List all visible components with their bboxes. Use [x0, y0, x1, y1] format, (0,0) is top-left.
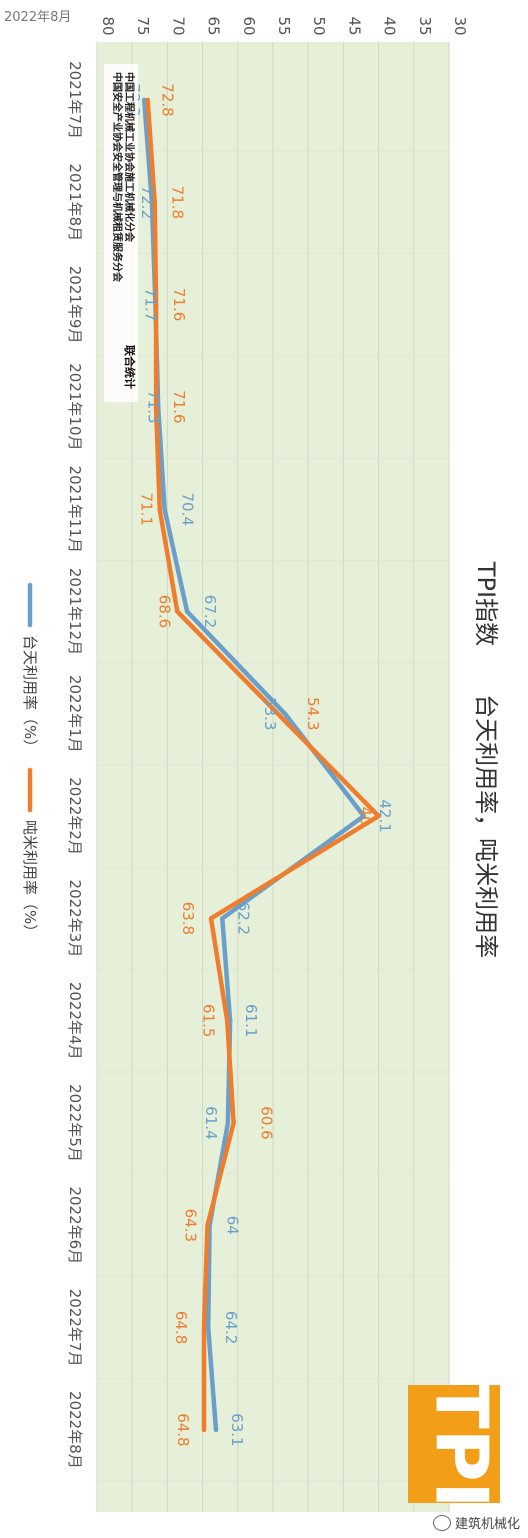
value-tick-label: 80 [99, 16, 117, 35]
source-note-suffix: 联合统计 [123, 345, 137, 389]
source-note-line: 中国安全产业协会安全管理与机械租赁服务分会 [111, 72, 124, 282]
series-point [213, 1427, 219, 1433]
data-label: 64.8 [174, 1413, 192, 1446]
value-tick-label: 70 [169, 16, 187, 35]
category-tick-label: 2021年10月 [66, 363, 84, 450]
data-label: 71.3 [144, 390, 162, 423]
series-point [220, 916, 225, 921]
logo-background [408, 1385, 500, 1503]
watermark-text: 建筑机械化 [454, 1517, 520, 1532]
data-label: 68.6 [155, 595, 173, 628]
series-point [145, 97, 150, 103]
data-label: 64 [224, 1216, 242, 1235]
category-tick-label: 2021年9月 [66, 266, 84, 344]
data-label: 71.7 [141, 288, 159, 321]
chart-title: TPI指数 台天利用率，吨米利用率 [472, 561, 500, 958]
data-label: 61.5 [199, 1004, 217, 1037]
category-tick-label: 2022年4月 [66, 982, 84, 1060]
category-tick-label: 2022年7月 [66, 1289, 84, 1367]
category-tick-label: 2021年12月 [66, 568, 84, 655]
category-tick-label: 2022年1月 [66, 675, 84, 753]
data-label: 60.6 [258, 1106, 276, 1139]
series-point [153, 404, 159, 410]
data-label: 61.1 [242, 1004, 260, 1037]
data-label: 72.8 [159, 83, 177, 116]
logo-text: TPI [419, 1380, 503, 1509]
series-point [157, 507, 162, 512]
data-label: 71.6 [170, 390, 188, 423]
data-labels: 73.372.271.771.370.467.253.342.162.261.1… [125, 83, 394, 1446]
series-point [361, 813, 367, 819]
series-point [162, 507, 167, 512]
value-tick-label: 55 [275, 16, 293, 35]
corner-date-text: 2022年8月 [4, 10, 72, 25]
watermark: 建筑机械化 [432, 1513, 520, 1532]
data-label: 64.3 [182, 1209, 200, 1242]
value-tick-label: 35 [416, 16, 434, 35]
value-tick-label: 65 [205, 16, 223, 35]
data-label: 72.2 [138, 186, 156, 219]
series-lines [141, 97, 381, 1433]
data-label: 40 [357, 807, 375, 826]
source-note-box [104, 64, 138, 402]
data-label: 71.6 [170, 288, 188, 321]
value-tick-label: 50 [310, 16, 328, 35]
category-tick-label: 2022年5月 [66, 1084, 84, 1162]
data-label: 64.8 [172, 1311, 190, 1344]
data-label: 71.1 [138, 492, 156, 525]
source-note: 中国工程机械工业协会施工机械化分会中国安全产业协会安全管理与机械租赁服务分会联合… [104, 64, 138, 402]
legend: 台天利用率（%） 吨米利用率（%） [21, 582, 39, 939]
data-label: 53.3 [261, 697, 279, 730]
series-point [231, 1120, 236, 1126]
series-point [282, 711, 288, 716]
series-point [152, 200, 157, 205]
category-axis: 2021年7月 2021年8月 2021年9月 2021年10月 2021年11月 202… [66, 61, 84, 1469]
wechat-icon [432, 1514, 451, 1531]
category-tick-label: 2021年8月 [66, 163, 84, 241]
data-label: 64.2 [222, 1311, 240, 1344]
series-point [206, 1325, 211, 1330]
data-label: 71.8 [169, 186, 187, 219]
series-point [376, 813, 381, 819]
category-tick-label: 2022年3月 [66, 880, 84, 958]
legend-label: 台天利用率（%） [21, 635, 39, 754]
series-point [184, 609, 190, 614]
data-label: 63.8 [179, 902, 197, 935]
value-tick-label: 30 [451, 16, 469, 35]
data-label: 67.2 [201, 595, 219, 628]
value-tick-label: 40 [381, 16, 399, 35]
category-tick-label: 2022年2月 [66, 777, 84, 855]
value-tick-label: 75 [134, 16, 152, 35]
category-tick-label: 2022年8月 [66, 1391, 84, 1469]
data-label: 61.4 [202, 1106, 220, 1139]
series-point [141, 97, 147, 103]
source-note-line: 中国工程机械工业协会施工机械化分会 [123, 72, 136, 242]
tpi-logo: TPI [408, 1380, 503, 1509]
category-tick-label: 2021年7月 [66, 61, 84, 139]
series-point [175, 609, 180, 614]
legend-label: 吨米利用率（%） [21, 820, 39, 939]
chart-title-group: TPI指数 台天利用率，吨米利用率 [472, 561, 500, 958]
value-tick-label: 60 [240, 16, 258, 35]
data-label: 62.2 [234, 902, 252, 935]
data-label: 42.1 [376, 799, 394, 832]
series-point [208, 916, 214, 921]
category-tick-label: 2021年11月 [66, 466, 84, 553]
series-point [201, 1325, 207, 1330]
series-point [275, 711, 281, 716]
series-line [145, 97, 381, 1433]
data-label: 63.1 [228, 1413, 246, 1446]
value-axis: 30 35 40 45 50 55 60 65 70 75 80 [99, 16, 469, 35]
data-label: 54.3 [304, 697, 322, 730]
value-tick-label: 45 [345, 16, 363, 35]
series-point [201, 1427, 207, 1433]
series-point [225, 1120, 231, 1126]
data-label: 70.4 [179, 492, 197, 525]
series-point [225, 1018, 230, 1023]
category-tick-label: 2022年6月 [66, 1186, 84, 1264]
series-point [205, 1223, 210, 1228]
series-point [153, 302, 159, 307]
